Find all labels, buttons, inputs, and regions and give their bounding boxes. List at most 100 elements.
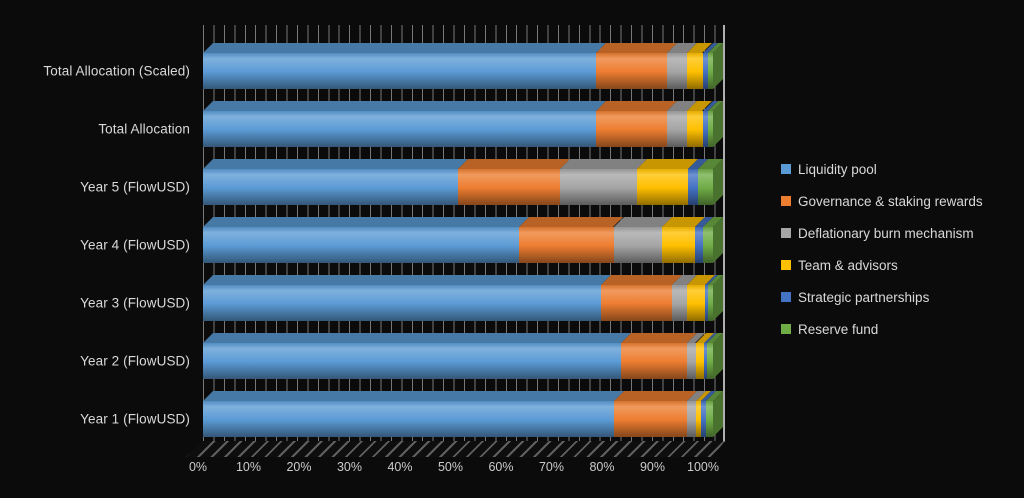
legend-swatch-icon	[781, 196, 791, 206]
bar-segment-governance-staking-rewards	[600, 275, 683, 321]
legend-item-governance-staking-rewards: Governance & staking rewards	[781, 185, 983, 217]
bar-segment-top-face	[600, 275, 683, 285]
bar-row-year-4-flowusd	[203, 217, 723, 263]
bar-segment-strategic-partnerships	[700, 391, 716, 437]
bar-segment-liquidity-pool	[203, 101, 606, 147]
bar-segment-deflationary-burn-mechanism	[672, 275, 698, 321]
bar-segment-governance-staking-rewards	[519, 217, 624, 263]
bar-segment-strategic-partnerships	[702, 43, 718, 89]
legend-item-reserve-fund: Reserve fund	[781, 313, 983, 345]
bar-segment-governance-staking-rewards	[595, 101, 678, 147]
legend-item-team-advisors: Team & advisors	[781, 249, 983, 281]
bar-segment-deflationary-burn-mechanism	[667, 43, 698, 89]
x-tick-0: 0%	[188, 460, 208, 474]
bar-segment-liquidity-pool	[203, 391, 624, 437]
legend-label: Deflationary burn mechanism	[798, 225, 974, 241]
legend-swatch-icon	[781, 260, 791, 270]
legend-label: Liquidity pool	[798, 161, 877, 177]
bar-segment-strategic-partnerships	[705, 275, 718, 321]
legend-item-deflationary-burn-mechanism: Deflationary burn mechanism	[781, 217, 983, 249]
bar-segment-deflationary-burn-mechanism	[560, 159, 647, 205]
category-label-year-5-flowusd: Year 5 (FlowUSD)	[80, 179, 190, 195]
bar-segment-strategic-partnerships	[687, 159, 708, 205]
bar-segment-reserve-fund	[702, 217, 723, 263]
bar-segment-team-advisors	[695, 333, 715, 379]
legend-label: Reserve fund	[798, 321, 879, 337]
x-tick-80: 80%	[589, 460, 615, 474]
x-tick-50: 50%	[437, 460, 464, 474]
bar-segment-top-face	[203, 43, 606, 53]
bar-segment-liquidity-pool	[203, 43, 606, 89]
bar-segment-reserve-fund	[707, 275, 723, 321]
legend-label: Governance & staking rewards	[798, 193, 983, 209]
category-label-year-3-flowusd: Year 3 (FlowUSD)	[80, 295, 190, 311]
bar-segment-top-face	[203, 275, 611, 285]
bar-segment-top-face	[203, 159, 468, 169]
bar-segment-reserve-fund	[705, 391, 723, 437]
category-label-total-allocation: Total Allocation	[98, 121, 190, 137]
bar-segment-top-face	[203, 101, 606, 111]
x-tick-60: 60%	[488, 460, 514, 474]
bar-segment-reserve-fund	[707, 101, 723, 147]
bar-segment-deflationary-burn-mechanism	[667, 101, 698, 147]
x-tick-40: 40%	[387, 460, 413, 474]
x-tick-20: 20%	[286, 460, 312, 474]
x-tick-30: 30%	[336, 460, 363, 474]
bar-segment-governance-staking-rewards	[621, 333, 698, 379]
bar-segment-top-face	[203, 391, 624, 401]
bar-segment-top-face	[613, 391, 697, 401]
x-tick-70: 70%	[538, 460, 565, 474]
bar-segment-governance-staking-rewards	[595, 43, 678, 89]
x-tick-90: 90%	[639, 460, 666, 474]
bar-segment-team-advisors	[687, 275, 716, 321]
bar-segment-strategic-partnerships	[702, 101, 718, 147]
legend-swatch-icon	[781, 164, 791, 174]
bar-row-year-5-flowusd	[203, 159, 723, 205]
bar-segment-liquidity-pool	[203, 333, 632, 379]
bar-row-total-allocation-scaled	[203, 43, 723, 89]
bar-segment-top-face	[595, 43, 678, 53]
bar-segment-liquidity-pool	[203, 275, 611, 321]
legend-swatch-icon	[781, 228, 791, 238]
category-label-total-allocation-scaled: Total Allocation (Scaled)	[43, 63, 190, 79]
legend-label: Strategic partnerships	[798, 289, 930, 305]
bar-segment-strategic-partnerships	[695, 217, 713, 263]
legend-item-strategic-partnerships: Strategic partnerships	[781, 281, 983, 313]
bar-segment-deflationary-burn-mechanism	[613, 217, 672, 263]
bar-segment-strategic-partnerships	[704, 333, 718, 379]
legend-swatch-icon	[781, 324, 791, 334]
bar-segment-reserve-fund	[707, 43, 723, 89]
bar-segment-deflationary-burn-mechanism	[686, 391, 707, 437]
bar-row-total-allocation	[203, 101, 723, 147]
bar-row-year-2-flowusd	[203, 333, 723, 379]
bar-segment-top-face	[595, 101, 678, 111]
category-label-year-4-flowusd: Year 4 (FlowUSD)	[80, 237, 190, 253]
bar-segment-reserve-fund	[697, 159, 723, 205]
bar-segment-liquidity-pool	[203, 217, 530, 263]
bar-segment-top-face	[621, 333, 698, 343]
legend-item-liquidity-pool: Liquidity pool	[781, 153, 983, 185]
legend-label: Team & advisors	[798, 257, 898, 273]
plot-floor-hatch	[186, 441, 742, 457]
bar-segment-top-face	[203, 217, 530, 227]
bar-row-year-3-flowusd	[203, 275, 723, 321]
bar-segment-team-advisors	[696, 391, 711, 437]
bar-segment-reserve-fund	[707, 333, 723, 379]
x-tick-10: 10%	[235, 460, 262, 474]
bar-segment-top-face	[203, 333, 632, 343]
bar-segment-team-advisors	[661, 217, 706, 263]
bar-segment-governance-staking-rewards	[613, 391, 697, 437]
legend-swatch-icon	[781, 292, 791, 302]
bar-segment-top-face	[458, 159, 570, 169]
bar-segment-top-face	[560, 159, 647, 169]
bar-segment-top-face	[519, 217, 624, 227]
category-label-year-1-flowusd: Year 1 (FlowUSD)	[80, 411, 190, 427]
category-label-year-2-flowusd: Year 2 (FlowUSD)	[80, 353, 190, 369]
bar-segment-team-advisors	[687, 101, 713, 147]
plot-wall-right-edge	[723, 25, 725, 442]
bar-segment-liquidity-pool	[203, 159, 468, 205]
bar-segment-team-advisors	[687, 43, 713, 89]
x-tick-100: 100%	[687, 460, 719, 474]
bar-segment-deflationary-burn-mechanism	[687, 333, 706, 379]
